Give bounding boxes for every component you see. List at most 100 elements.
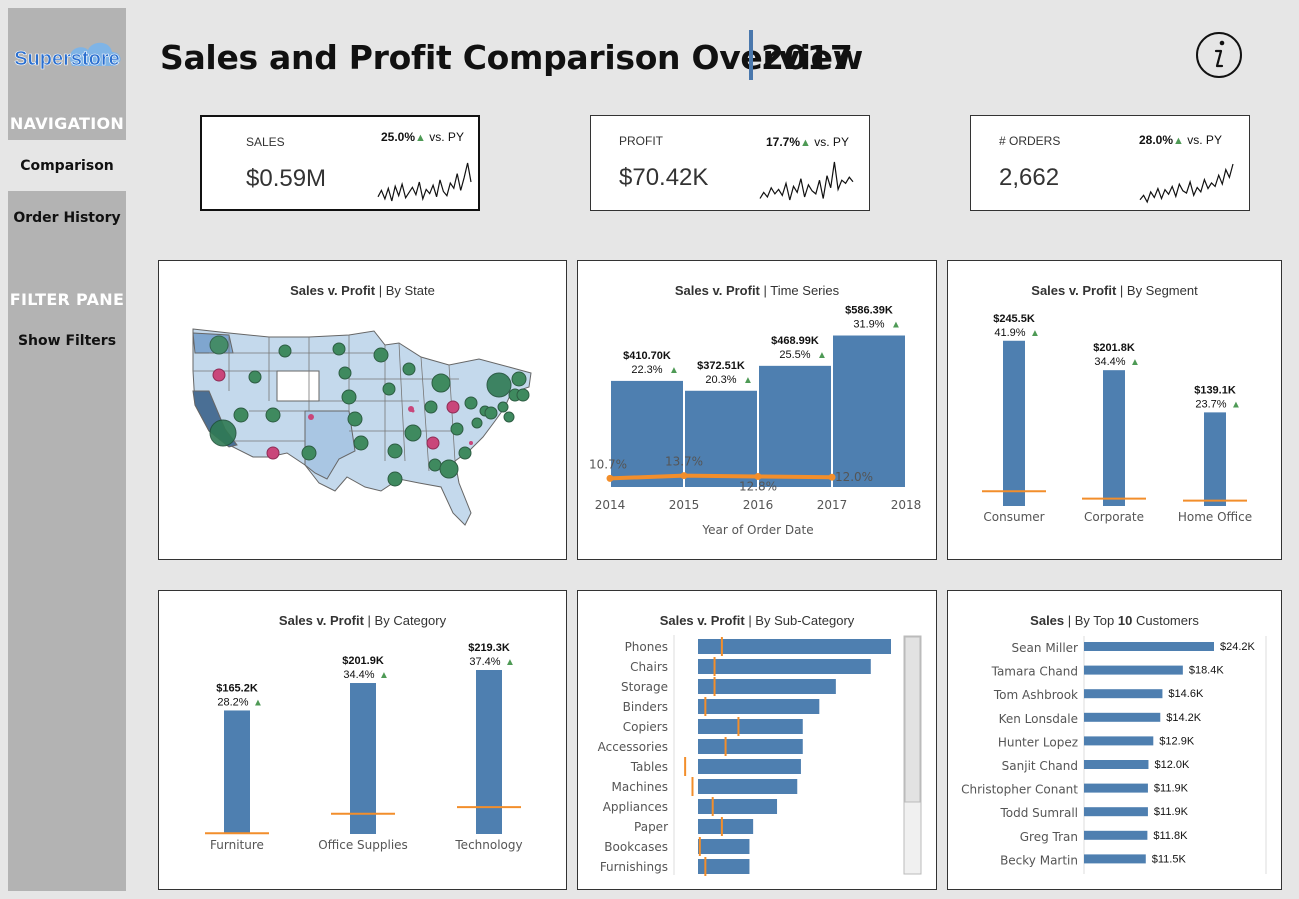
map-bubbles: [209, 335, 530, 487]
customer-name: Sean Miller: [1012, 641, 1079, 655]
growth-label: 23.7%: [1195, 398, 1226, 410]
info-icon[interactable]: [1194, 30, 1244, 80]
sales-bar: [698, 639, 891, 654]
top-customers-chart[interactable]: Sean Miller $24.2K Tamara Chand $18.4K Tom A…: [948, 591, 1283, 891]
sales-sparkline: [377, 162, 472, 202]
customer-name: Hunter Lopez: [998, 735, 1078, 749]
kpi-label: PROFIT: [619, 134, 663, 148]
profit-ratio-label: 12.8%: [739, 479, 777, 493]
nav-active-highlight: [8, 140, 126, 191]
kpi-label: # ORDERS: [999, 134, 1061, 148]
subcategory-label: Storage: [621, 680, 668, 694]
navigation-heading: NAVIGATION: [9, 114, 125, 133]
growth-label: 34.4%: [1094, 356, 1125, 368]
kpi-value: $70.42K: [619, 164, 709, 191]
nav-item-order-history[interactable]: Order History: [13, 210, 121, 226]
sales-bar: [698, 679, 836, 694]
sales-label: $372.51K: [697, 360, 745, 372]
sales-bar: [611, 380, 683, 487]
filter-pane-heading: FILTER PANE: [9, 290, 125, 309]
orders-sparkline: [1139, 163, 1234, 204]
sales-bar: [1084, 642, 1214, 651]
sales-bar: [350, 683, 376, 834]
subcategory-label: Binders: [623, 700, 668, 714]
up-arrow-icon: ▲: [800, 137, 811, 149]
customer-name: Greg Tran: [1020, 830, 1078, 844]
category-label: Office Supplies: [318, 838, 408, 852]
kpi-label: SALES: [246, 135, 285, 149]
up-arrow-icon: ▲: [1130, 357, 1140, 368]
us-state-map[interactable]: [159, 261, 568, 561]
sales-bar: [698, 699, 820, 714]
panel-by-category: Sales v. Profit | By Category $165.2K 28.…: [158, 590, 567, 890]
profit-ratio-point: [680, 472, 688, 480]
up-arrow-icon: ▲: [743, 375, 753, 386]
panel-by-subcategory: Sales v. Profit | By Sub-Category Phones…: [577, 590, 937, 890]
sales-bar: [1084, 760, 1149, 769]
up-arrow-icon: ▲: [891, 320, 901, 331]
customer-name: Christopher Conant: [961, 783, 1078, 797]
sales-bar: [224, 710, 250, 834]
profit-ratio-point: [606, 474, 614, 482]
sales-bar: [698, 719, 803, 734]
sales-bar: [1084, 783, 1148, 793]
category-chart[interactable]: $165.2K 28.2% ▲ Furniture $201.9K 34.4% ▲ Offic…: [159, 591, 568, 891]
x-axis-title: Year of Order Date: [701, 523, 813, 537]
profit-ratio-point: [828, 473, 836, 481]
kpi-change: 25.0%▲ vs. PY: [381, 130, 464, 144]
superstore-logo: Superstore: [14, 42, 121, 70]
sales-label: $139.1K: [1194, 384, 1236, 396]
up-arrow-icon: ▲: [669, 365, 679, 376]
panel-top-customers: Sales | By Top 10 Customers Sean Miller $…: [947, 590, 1282, 890]
sales-label: $11.5K: [1152, 853, 1187, 865]
subcategory-label: Chairs: [630, 660, 668, 674]
time-series-chart[interactable]: $410.70K 22.3% ▲ $372.51K 20.3% ▲ $468.99K 25…: [578, 261, 938, 561]
growth-label: 28.2%: [217, 696, 248, 708]
x-tick-label: 2015: [669, 498, 700, 512]
sales-bar: [476, 670, 502, 834]
scrollbar-thumb: [904, 636, 921, 803]
show-filters-button[interactable]: Show Filters: [17, 333, 117, 349]
sales-bar: [698, 779, 798, 794]
kpi-value: 2,662: [999, 164, 1060, 191]
sales-label: $165.2K: [216, 682, 258, 694]
category-label: Consumer: [983, 510, 1044, 524]
nav-item-comparison[interactable]: Comparison: [20, 158, 114, 174]
subcategory-label: Paper: [634, 820, 668, 834]
subcategory-chart[interactable]: Phones Chairs Storage Binders Copiers Accesso…: [578, 591, 938, 891]
category-label: Corporate: [1084, 510, 1144, 524]
sales-label: $24.2K: [1220, 641, 1256, 653]
up-arrow-icon: ▲: [253, 697, 263, 708]
subcategory-label: Bookcases: [604, 840, 668, 854]
profit-ratio-point: [754, 472, 762, 480]
category-label: Home Office: [1178, 510, 1252, 524]
growth-label: 22.3%: [631, 364, 662, 376]
sparkline-path: [1139, 163, 1234, 204]
customer-name: Tom Ashbrook: [993, 688, 1078, 702]
kpi-card-profit[interactable]: PROFIT $70.42K 17.7%▲ vs. PY: [590, 115, 870, 211]
sales-label: $245.5K: [993, 313, 1035, 325]
page-title: Sales and Profit Comparison Overview: [160, 38, 863, 77]
sales-label: $18.4K: [1189, 665, 1225, 677]
sales-bar: [759, 365, 831, 487]
up-arrow-icon: ▲: [1173, 135, 1184, 147]
x-tick-label: 2014: [595, 498, 626, 512]
up-arrow-icon: ▲: [379, 670, 389, 681]
kpi-card-orders[interactable]: # ORDERS 2,662 28.0%▲ vs. PY: [970, 115, 1250, 211]
kpi-card-sales[interactable]: SALES $0.59M 25.0%▲ vs. PY: [200, 115, 480, 211]
sales-label: $410.70K: [623, 350, 671, 362]
up-arrow-icon: ▲: [1030, 328, 1040, 339]
panel-title: Sales v. Profit | By Sub-Category: [659, 613, 855, 628]
sales-bar: [1084, 830, 1148, 840]
sales-bar: [1103, 370, 1125, 506]
panel-title: Sales v. Profit | By Segment: [1031, 283, 1198, 298]
sales-bar: [685, 390, 757, 487]
sales-label: $14.2K: [1166, 712, 1202, 724]
segment-chart[interactable]: $245.5K 41.9% ▲ Consumer $201.8K 34.4% ▲ Corpor…: [948, 261, 1283, 561]
sales-bar: [1003, 340, 1025, 506]
growth-label: 41.9%: [994, 327, 1025, 339]
title-divider: [749, 30, 753, 80]
growth-label: 34.4%: [343, 669, 374, 681]
up-arrow-icon: ▲: [415, 132, 426, 144]
category-label: Technology: [454, 838, 522, 852]
